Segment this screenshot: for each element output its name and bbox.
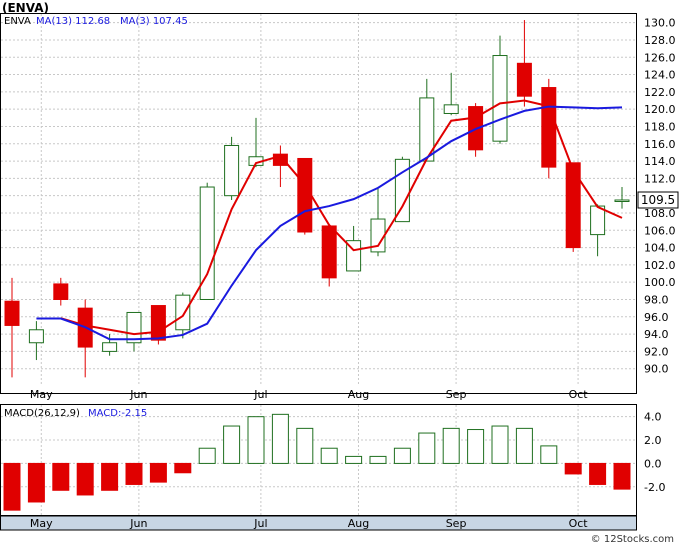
ma3-line [60, 99, 623, 336]
macd-bar-negative [3, 462, 21, 511]
price-tick-label: 108.0 [644, 207, 676, 220]
candle-body-down [297, 157, 313, 233]
macd-bar-negative [613, 462, 631, 490]
macd-axis-band [0, 515, 637, 531]
macd-tick-label: 4.0 [644, 411, 662, 424]
macd-month-label: May [30, 517, 53, 530]
macd-bar-negative [149, 462, 167, 483]
price-tick-label: 114.0 [644, 155, 676, 168]
macd-month-label: Oct [569, 517, 589, 530]
macd-bar-negative [125, 462, 143, 485]
price-tick-label: 120.0 [644, 103, 676, 116]
macd-bar-positive [491, 425, 509, 464]
candle-body-up [126, 311, 142, 344]
candle-body-down [53, 283, 69, 300]
candle-body-up [492, 55, 508, 142]
macd-bar-negative [101, 462, 119, 491]
credit-text: © 12Stocks.com [590, 534, 674, 545]
macd-bar-positive [271, 413, 289, 464]
price-tick-label: 116.0 [644, 138, 676, 151]
price-month-label: Jun [129, 388, 147, 401]
macd-bar-positive [393, 447, 411, 464]
macd-bar-positive [247, 416, 265, 464]
ma13-line [36, 105, 623, 341]
macd-month-label: Jul [253, 517, 267, 530]
price-month-label: Sep [446, 388, 467, 401]
price-tick-label: 92.0 [644, 345, 669, 358]
macd-legend-value: MACD:-2.15 [88, 408, 147, 419]
price-month-label: Aug [348, 388, 369, 401]
legend-symbol: ENVA [4, 16, 31, 27]
macd-month-label: Jun [129, 517, 147, 530]
candle-body-down [4, 300, 20, 326]
candle-body-down [272, 153, 288, 166]
candle-body-up [224, 144, 240, 197]
price-tick-label: 122.0 [644, 86, 676, 99]
price-tick-label: 112.0 [644, 172, 676, 185]
macd-bar-positive [198, 447, 216, 464]
macd-tick-label: -2.0 [644, 481, 665, 494]
candle-body-up [614, 199, 630, 202]
macd-bar-negative [174, 462, 192, 474]
price-tick-label: 124.0 [644, 69, 676, 82]
macd-tick-label: 2.0 [644, 434, 662, 447]
candle-body-up [199, 186, 215, 300]
macd-bar-positive [467, 429, 485, 464]
price-tick-label: 96.0 [644, 311, 669, 324]
candle-body-up [443, 104, 459, 114]
macd-bar-negative [76, 462, 94, 496]
macd-bar-positive [223, 425, 241, 464]
macd-bar-positive [442, 427, 460, 464]
macd-bar-positive [320, 447, 338, 464]
price-month-label: Oct [569, 388, 589, 401]
candle-body-up [102, 342, 118, 352]
candle-body-up [419, 97, 435, 162]
macd-bar-positive [369, 455, 387, 464]
macd-bar-negative [27, 462, 45, 503]
macd-bar-positive [515, 427, 533, 464]
candle-body-up [28, 329, 44, 344]
price-tick-label: 90.0 [644, 363, 669, 376]
last-price-label: 109.5 [641, 193, 675, 207]
price-month-label: May [30, 388, 53, 401]
candle-body-up [346, 240, 362, 272]
last-price-box [637, 191, 679, 209]
price-tick-label: 126.0 [644, 51, 676, 64]
price-tick-label: 118.0 [644, 120, 676, 133]
macd-bar-negative [589, 462, 607, 485]
macd-bar-positive [345, 455, 363, 464]
macd-tick-label: 0.0 [644, 457, 662, 470]
price-tick-label: 100.0 [644, 276, 676, 289]
price-panel [0, 13, 637, 394]
price-tick-label: 130.0 [644, 17, 676, 30]
macd-bar-negative [564, 462, 582, 475]
price-tick-label: 94.0 [644, 328, 669, 341]
legend-ma13: MA(13) 112.68 [36, 16, 110, 27]
candle-body-down [516, 62, 532, 97]
price-tick-label: 104.0 [644, 242, 676, 255]
macd-bar-positive [540, 445, 558, 464]
macd-month-label: Aug [348, 517, 369, 530]
price-tick-label: 128.0 [644, 34, 676, 47]
macd-bar-negative [52, 462, 70, 491]
candle-body-down [321, 225, 337, 279]
candle-body-up [175, 294, 191, 331]
candle-body-down [150, 305, 166, 341]
candle-body-down [565, 162, 581, 249]
candle-body-down [541, 87, 557, 168]
macd-legend-label: MACD(26,12,9) [4, 408, 80, 419]
legend-ma3: MA(3) 107.45 [120, 16, 188, 27]
macd-bar-positive [418, 432, 436, 464]
macd-bar-positive [296, 427, 314, 464]
chart-title: (ENVA) [2, 1, 49, 15]
price-tick-label: 98.0 [644, 293, 669, 306]
macd-month-label: Sep [446, 517, 467, 530]
price-tick-label: 102.0 [644, 259, 676, 272]
price-tick-label: 106.0 [644, 224, 676, 237]
price-month-label: Jul [253, 388, 267, 401]
candle-body-up [590, 205, 606, 236]
